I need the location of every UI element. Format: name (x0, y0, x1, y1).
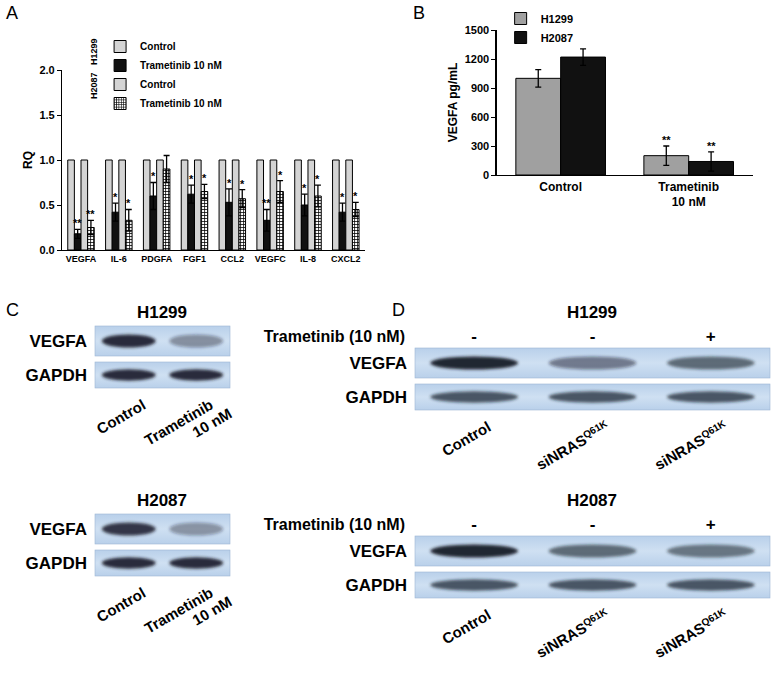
svg-text:VEGFA: VEGFA (29, 332, 87, 351)
svg-text:GAPDH: GAPDH (26, 366, 87, 385)
svg-text:Control: Control (439, 606, 494, 647)
svg-text:Trametinib 10 nM: Trametinib 10 nM (140, 98, 222, 109)
svg-text:*: * (126, 197, 131, 209)
svg-text:*: * (113, 191, 118, 203)
svg-text:siNRASQ61K: siNRASQ61K (651, 605, 731, 661)
svg-text:VEGFA: VEGFA (349, 354, 407, 373)
svg-text:CCL2: CCL2 (221, 254, 245, 264)
svg-text:-: - (471, 515, 477, 534)
svg-text:H2087: H2087 (541, 32, 573, 44)
svg-text:FGF1: FGF1 (183, 254, 206, 264)
svg-text:+: + (706, 327, 716, 346)
svg-text:-: - (590, 515, 596, 534)
svg-text:+: + (706, 515, 716, 534)
svg-text:VEGFA: VEGFA (349, 542, 407, 561)
svg-text:siNRASQ61K: siNRASQ61K (533, 417, 613, 473)
svg-text:A: A (6, 3, 18, 23)
svg-text:B: B (413, 3, 425, 23)
svg-text:*: * (278, 169, 283, 181)
svg-text:*: * (302, 182, 307, 194)
svg-text:D: D (392, 300, 405, 320)
svg-text:Trametinib 10 nM: Trametinib 10 nM (140, 60, 222, 71)
svg-text:H2087: H2087 (567, 491, 617, 510)
svg-text:VEGFA: VEGFA (29, 520, 87, 539)
svg-text:**: ** (707, 140, 716, 152)
svg-text:*: * (240, 178, 245, 190)
svg-text:IL-6: IL-6 (111, 254, 127, 264)
svg-text:H1299: H1299 (567, 303, 617, 322)
svg-text:Trametinib (10 nM): Trametinib (10 nM) (264, 516, 405, 533)
svg-text:C: C (6, 300, 19, 320)
svg-text:0.0: 0.0 (39, 244, 54, 256)
svg-text:*: * (340, 191, 345, 203)
svg-text:600: 600 (471, 111, 489, 123)
svg-text:2.0: 2.0 (39, 64, 54, 76)
svg-text:Control: Control (439, 418, 494, 459)
svg-text:GAPDH: GAPDH (346, 576, 407, 595)
svg-text:900: 900 (471, 82, 489, 94)
svg-text:PDGFA: PDGFA (141, 254, 173, 264)
svg-text:**: ** (73, 217, 82, 229)
svg-text:GAPDH: GAPDH (26, 554, 87, 573)
svg-text:CXCL2: CXCL2 (331, 254, 361, 264)
svg-text:H1299: H1299 (137, 303, 187, 322)
svg-text:*: * (189, 173, 194, 185)
svg-text:Trametinib10 nM: Trametinib10 nM (142, 578, 235, 651)
svg-text:GAPDH: GAPDH (346, 388, 407, 407)
svg-text:VEGFC: VEGFC (255, 254, 287, 264)
svg-text:-: - (590, 327, 596, 346)
svg-text:**: ** (662, 134, 671, 146)
svg-text:*: * (151, 170, 156, 182)
svg-text:Control: Control (140, 79, 176, 90)
svg-text:RQ: RQ (21, 151, 35, 169)
svg-text:**: ** (86, 208, 95, 220)
svg-text:H1299: H1299 (89, 39, 99, 66)
svg-text:siNRASQ61K: siNRASQ61K (651, 417, 731, 473)
svg-text:*: * (353, 190, 358, 202)
svg-text:*: * (227, 177, 232, 189)
svg-text:VEGFA: VEGFA (66, 254, 97, 264)
svg-text:H1299: H1299 (541, 13, 573, 25)
svg-text:Control: Control (94, 584, 149, 625)
svg-text:H2087: H2087 (89, 73, 99, 100)
svg-text:Trametinib10 nM: Trametinib10 nM (142, 390, 235, 463)
svg-text:1.0: 1.0 (39, 154, 54, 166)
svg-text:0.5: 0.5 (39, 199, 54, 211)
svg-text:*: * (315, 173, 320, 185)
svg-text:Trametinib10 nM: Trametinib10 nM (658, 180, 719, 210)
svg-text:siNRASQ61K: siNRASQ61K (533, 605, 613, 661)
svg-text:1500: 1500 (465, 24, 489, 36)
svg-text:IL-8: IL-8 (300, 254, 316, 264)
svg-text:H2087: H2087 (137, 491, 187, 510)
svg-text:VEGFA pg/mL: VEGFA pg/mL (446, 63, 460, 143)
svg-text:Control: Control (94, 396, 149, 437)
svg-text:**: ** (262, 197, 271, 209)
svg-text:*: * (202, 172, 207, 184)
svg-text:0: 0 (483, 169, 489, 181)
svg-text:300: 300 (471, 140, 489, 152)
svg-text:Control: Control (140, 41, 176, 52)
svg-text:-: - (471, 327, 477, 346)
svg-text:1200: 1200 (465, 53, 489, 65)
svg-text:Trametinib (10 nM): Trametinib (10 nM) (264, 328, 405, 345)
svg-text:1.5: 1.5 (39, 109, 54, 121)
svg-text:Control: Control (539, 180, 582, 194)
